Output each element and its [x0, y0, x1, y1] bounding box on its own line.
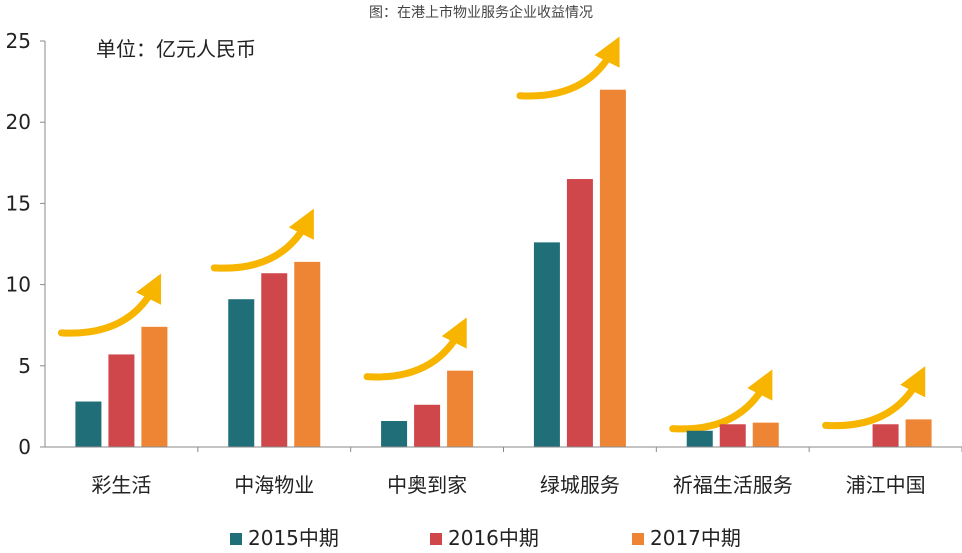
y-tick-label: 20 [6, 110, 31, 134]
bar-2015中期-中海物业 [228, 299, 255, 447]
trend-arrow-icon [363, 317, 467, 381]
trend-arrow-icon [210, 208, 314, 272]
bar-2016中期-中海物业 [261, 273, 288, 447]
legend-swatch [430, 533, 442, 545]
bar-2015中期-中奥到家 [381, 421, 408, 447]
y-tick-label: 25 [6, 29, 31, 53]
trend-arrow-icon [822, 366, 926, 430]
bar-2016中期-彩生活 [108, 354, 135, 447]
legend-swatch [230, 533, 242, 545]
x-tick-label: 绿城服务 [540, 473, 620, 497]
bar-2017中期-祈福生活服务 [752, 422, 779, 447]
bar-2015中期-绿城服务 [533, 242, 560, 447]
trend-arrow-icon [669, 369, 773, 433]
y-tick-label: 5 [18, 354, 31, 378]
legend-swatch [632, 533, 644, 545]
chart-title: 图：在港上市物业服务企业收益情况 [369, 5, 593, 21]
bar-2016中期-浦江中国 [872, 424, 899, 447]
y-tick-label: 15 [6, 191, 31, 215]
x-tick-label: 彩生活 [91, 473, 151, 497]
bar-2017中期-彩生活 [141, 326, 168, 447]
x-tick-label: 祈福生活服务 [673, 473, 793, 497]
trend-arrows [57, 36, 926, 433]
legend-label: 2017中期 [650, 526, 741, 550]
x-tick-label: 中海物业 [234, 473, 314, 497]
legend-label: 2016中期 [448, 526, 539, 550]
bar-2017中期-中海物业 [294, 261, 321, 447]
bar-2016中期-中奥到家 [414, 404, 441, 447]
y-tick-label: 0 [18, 435, 31, 459]
x-tick-label: 浦江中国 [846, 473, 926, 497]
bar-2016中期-祈福生活服务 [719, 424, 746, 447]
legend: 2015中期 2016中期 2017中期 [230, 526, 741, 550]
bar-2017中期-浦江中国 [905, 419, 932, 447]
x-tick-label: 中奥到家 [387, 473, 467, 497]
bar-2017中期-绿城服务 [599, 89, 626, 447]
axes: 0 5 10 15 20 25 彩生活 中海物业 中奥到家 绿城服务 祈福生活服务 浦江中国 [6, 29, 962, 497]
trend-arrow-icon [57, 273, 162, 337]
legend-label: 2015中期 [248, 526, 339, 550]
trend-arrow-icon [516, 36, 620, 100]
bar-2017中期-中奥到家 [447, 370, 474, 447]
y-tick-label: 10 [6, 273, 31, 297]
bars [75, 89, 932, 448]
bar-2015中期-彩生活 [75, 401, 102, 447]
bar-2016中期-绿城服务 [566, 179, 593, 448]
bar-2015中期-祈福生活服务 [686, 430, 713, 447]
unit-label: 单位：亿元人民币 [96, 37, 256, 61]
